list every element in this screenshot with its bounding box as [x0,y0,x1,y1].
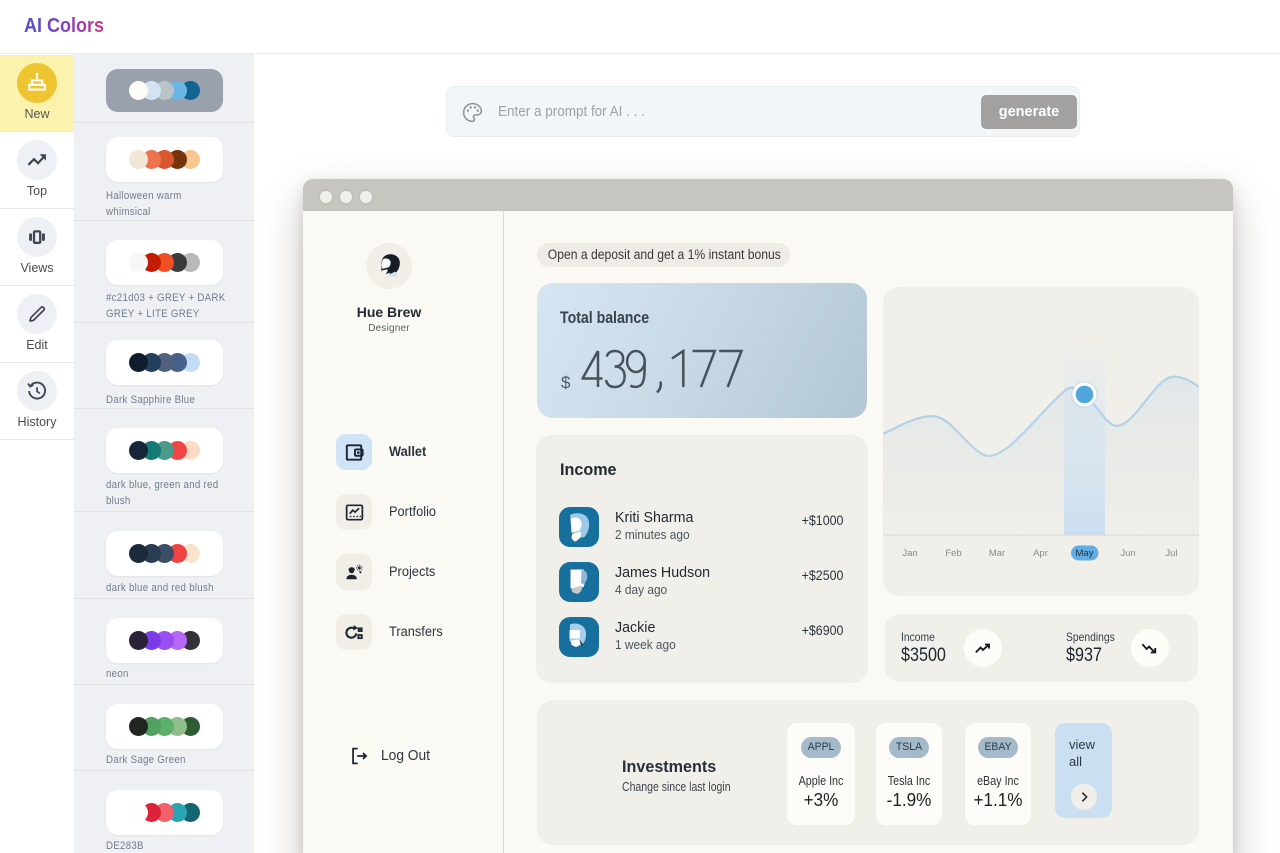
svg-text:May: May [1076,548,1094,559]
svg-text:Jul: Jul [1165,548,1177,559]
svg-text:Mar: Mar [989,548,1005,559]
svg-text:Feb: Feb [945,548,961,559]
svg-text:Jan: Jan [902,548,917,559]
svg-text:Jun: Jun [1120,548,1135,559]
svg-text:Apr: Apr [1033,548,1048,559]
